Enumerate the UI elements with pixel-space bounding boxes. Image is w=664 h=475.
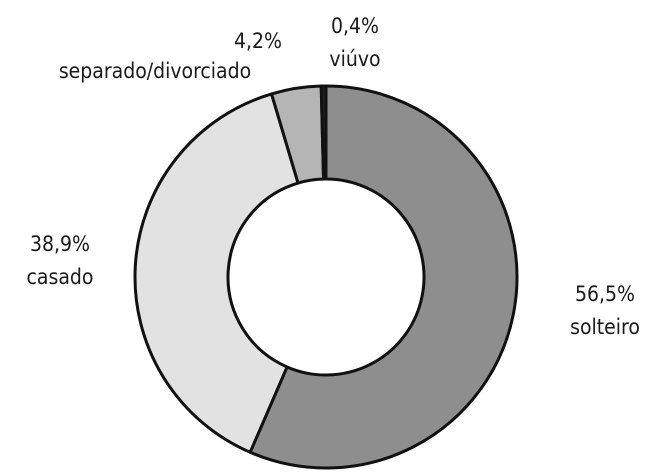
category-label: solteiro	[570, 315, 640, 339]
value-label: 56,5%	[575, 282, 635, 306]
category-label: casado	[27, 265, 94, 289]
slice	[133, 92, 300, 454]
slice	[248, 84, 519, 470]
slice	[319, 84, 328, 181]
category-label: viúvo	[329, 47, 380, 71]
category-label: separado/divorciado	[59, 59, 251, 83]
value-label: 0,4%	[331, 14, 379, 38]
value-label: 4,2%	[234, 29, 282, 53]
value-label: 38,9%	[30, 232, 90, 256]
